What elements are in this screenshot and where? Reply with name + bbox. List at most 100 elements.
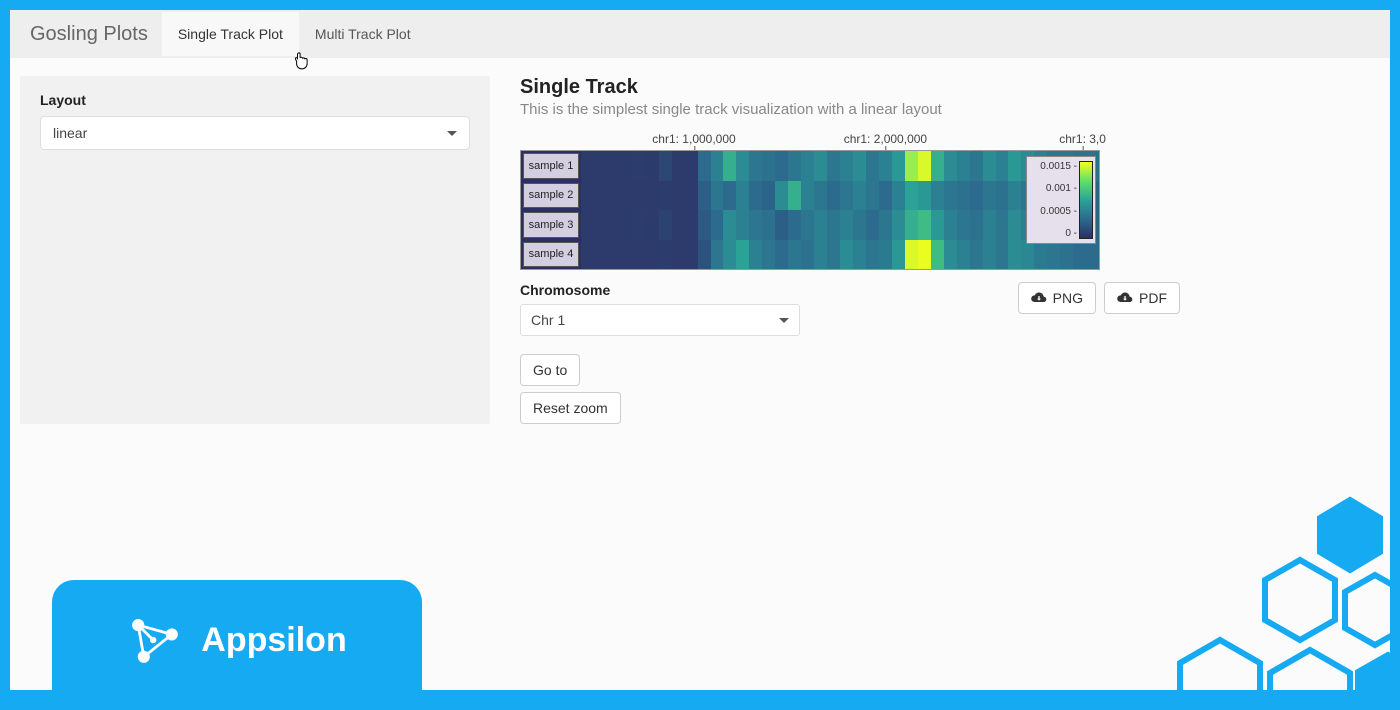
heatmap-column	[607, 151, 620, 269]
heatmap-cell	[996, 240, 1009, 270]
heatmap-cell	[957, 240, 970, 270]
chevron-down-icon	[779, 318, 789, 323]
heatmap-cell	[918, 181, 931, 211]
heatmap-cell	[672, 181, 685, 211]
heatmap-cell	[879, 240, 892, 270]
heatmap-cell	[607, 240, 620, 270]
heatmap-column	[698, 151, 711, 269]
controls-row: Chromosome Chr 1 Go to Reset zoom	[520, 282, 1180, 424]
heatmap-cell	[918, 151, 931, 181]
heatmap-cell	[970, 240, 983, 270]
heatmap-cell	[814, 151, 827, 181]
heatmap-cell	[866, 181, 879, 211]
heatmap-column	[853, 151, 866, 269]
heatmap-cell	[996, 181, 1009, 211]
heatmap-cell	[646, 210, 659, 240]
heatmap-cell	[672, 151, 685, 181]
layout-value: linear	[53, 125, 87, 141]
legend-tick: 0.0005 -	[1040, 206, 1077, 217]
heatmap-cell	[581, 240, 594, 270]
download-pdf-button[interactable]: PDF	[1104, 282, 1180, 314]
heatmap-cell	[1008, 151, 1021, 181]
heatmap-cell	[892, 240, 905, 270]
heatmap-cell	[698, 181, 711, 211]
main: Layout linear Single Track This is the s…	[10, 58, 1390, 442]
tab-single-track[interactable]: Single Track Plot	[162, 12, 299, 56]
layout-select[interactable]: linear	[40, 116, 470, 150]
heatmap-cell	[633, 240, 646, 270]
heatmap-column	[672, 151, 685, 269]
heatmap-cell	[711, 151, 724, 181]
heatmap-cell	[957, 151, 970, 181]
chromosome-select[interactable]: Chr 1	[520, 304, 800, 336]
heatmap-cell	[711, 210, 724, 240]
axis-tick: chr1: 1,000,000	[652, 132, 735, 146]
heatmap-column	[918, 151, 931, 269]
heatmap-cell	[853, 210, 866, 240]
heatmap-cell	[788, 210, 801, 240]
row-label: sample 4	[523, 242, 579, 268]
row-label: sample 3	[523, 212, 579, 238]
heatmap-cell	[879, 210, 892, 240]
sidebar-panel: Layout linear	[20, 76, 490, 424]
heatmap-cell	[944, 210, 957, 240]
heatmap-cell	[711, 240, 724, 270]
heatmap-cell	[905, 151, 918, 181]
heatmap-cell	[672, 240, 685, 270]
footer-brand-badge: Appsilon	[52, 580, 422, 700]
download-png-button[interactable]: PNG	[1018, 282, 1096, 314]
footer-brand-text: Appsilon	[201, 621, 346, 660]
heatmap-column	[879, 151, 892, 269]
heatmap-column	[775, 151, 788, 269]
heatmap-cell	[853, 240, 866, 270]
heatmap-column	[749, 151, 762, 269]
heatmap-cell	[931, 181, 944, 211]
button-label: PDF	[1139, 290, 1167, 306]
heatmap-column	[581, 151, 594, 269]
heatmap-cell	[775, 210, 788, 240]
heatmap-cell	[762, 151, 775, 181]
heatmap-cell	[749, 151, 762, 181]
heatmap-column	[659, 151, 672, 269]
heatmap-column	[801, 151, 814, 269]
heatmap-cell	[698, 210, 711, 240]
heatmap-cell	[736, 210, 749, 240]
heatmap-cell	[931, 240, 944, 270]
heatmap-cell	[892, 151, 905, 181]
cloud-download-icon	[1117, 292, 1133, 304]
tab-label: Single Track Plot	[178, 26, 283, 42]
axis-tick: chr1: 3,0	[1059, 132, 1106, 146]
heatmap-column	[762, 151, 775, 269]
heatmap-cell	[996, 151, 1009, 181]
heatmap-body[interactable]: sample 1sample 2sample 3sample 4	[520, 150, 1100, 270]
heatmap-cell	[736, 181, 749, 211]
goto-button[interactable]: Go to	[520, 354, 580, 386]
heatmap-cell	[672, 210, 685, 240]
heatmap-grid	[581, 151, 1099, 269]
heatmap-cell	[762, 181, 775, 211]
heatmap-cell	[659, 181, 672, 211]
heatmap-cell	[983, 210, 996, 240]
heatmap-cell	[905, 210, 918, 240]
heatmap-column	[1008, 151, 1021, 269]
heatmap-cell	[698, 151, 711, 181]
heatmap-cell	[723, 240, 736, 270]
legend-gradient	[1079, 161, 1093, 239]
heatmap-cell	[607, 151, 620, 181]
chromosome-value: Chr 1	[531, 312, 565, 328]
navbar: Gosling Plots Single Track Plot Multi Tr…	[10, 10, 1390, 58]
heatmap-cell	[775, 151, 788, 181]
heatmap-cell	[581, 181, 594, 211]
chromosome-control: Chromosome Chr 1 Go to Reset zoom	[520, 282, 800, 424]
brand-title: Gosling Plots	[16, 23, 162, 46]
content-area: Single Track This is the simplest single…	[520, 76, 1380, 424]
heatmap-cell	[879, 151, 892, 181]
row-labels: sample 1sample 2sample 3sample 4	[521, 151, 581, 269]
heatmap-cell	[685, 210, 698, 240]
heatmap-column	[736, 151, 749, 269]
reset-zoom-button[interactable]: Reset zoom	[520, 392, 621, 424]
heatmap-column	[814, 151, 827, 269]
tab-multi-track[interactable]: Multi Track Plot	[299, 12, 427, 56]
heatmap-cell	[775, 240, 788, 270]
heatmap-cell	[1008, 240, 1021, 270]
